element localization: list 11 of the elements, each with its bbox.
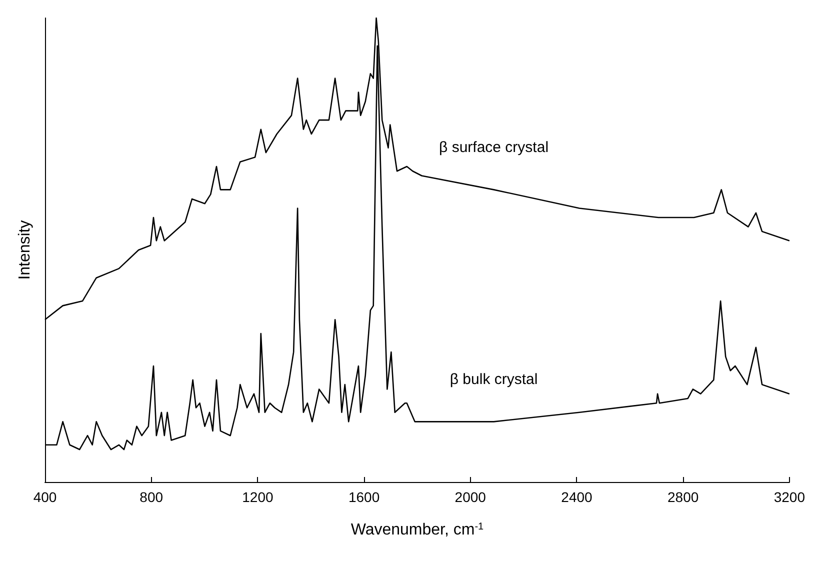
x-tick-label: 400	[33, 489, 57, 505]
x-tick-label: 1600	[348, 489, 380, 505]
x-tick-label: 800	[140, 489, 164, 505]
x-tick-label: 2000	[454, 489, 486, 505]
x-tick-label: 2800	[668, 489, 699, 505]
series-label: β surface crystal	[439, 139, 549, 156]
x-tick-label: 2400	[561, 489, 593, 505]
x-tick-label: 3200	[774, 489, 806, 505]
y-axis-title: Intensity	[16, 220, 34, 280]
x-tick-label: 1200	[242, 489, 274, 505]
series-label: β bulk crystal	[450, 371, 538, 388]
